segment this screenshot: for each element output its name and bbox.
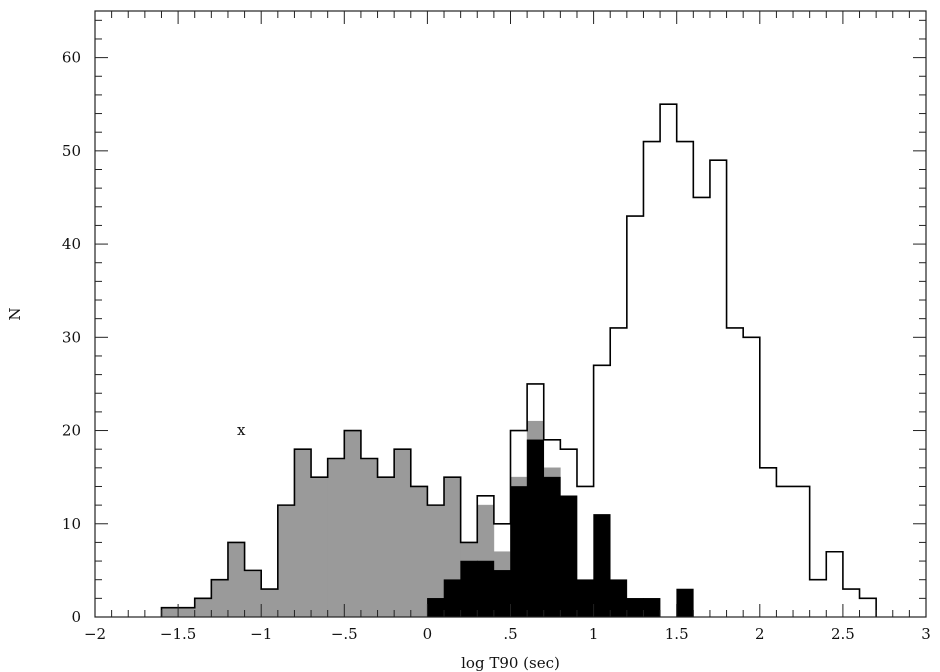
x-tick-label: 0 (423, 625, 433, 643)
black-bar (493, 570, 511, 618)
black-bar (676, 588, 694, 618)
x-tick-label: 3 (921, 625, 931, 643)
axis-ticks (94, 11, 927, 618)
black-bar (593, 514, 611, 618)
outline-histogram-line (160, 103, 877, 617)
y-tick-label: 50 (62, 142, 81, 160)
gray-bar (377, 476, 395, 618)
y-axis-label: N (6, 307, 24, 320)
gray-bar (227, 542, 245, 618)
gray-bar (177, 607, 196, 618)
gray-bar (211, 579, 229, 618)
black-bar (560, 495, 578, 618)
black-bar (476, 560, 495, 618)
x-tick-label: 2 (755, 625, 765, 643)
y-tick-label: 0 (71, 608, 81, 626)
x-tick-label: 1.5 (665, 625, 689, 643)
black-bar (460, 560, 478, 618)
gray-bar (161, 607, 179, 618)
y-tick-label: 60 (62, 49, 81, 67)
y-tick-label: 20 (62, 422, 81, 440)
annotation-label: x (237, 421, 246, 439)
gray-bar (244, 570, 262, 618)
black-bar (626, 598, 644, 618)
black-bar (526, 439, 545, 618)
black-bar (643, 598, 661, 618)
x-tick-label: 1 (589, 625, 599, 643)
x-tick-label: −1 (250, 625, 272, 643)
y-tick-labels: 0 10 20 30 40 50 60 (62, 49, 81, 626)
y-tick-label: 40 (62, 235, 81, 253)
x-tick-label: .5 (503, 625, 517, 643)
black-bar (576, 579, 594, 618)
y-tick-label: 10 (62, 515, 81, 533)
x-axis-label: log T90 (sec) (461, 654, 560, 672)
x-tick-label: −.5 (331, 625, 358, 643)
gray-bar (310, 476, 328, 618)
x-tick-labels: −2 −1.5 −1 −.5 0 .5 1 1.5 2 2.5 3 (84, 625, 931, 643)
black-bar (543, 476, 561, 618)
black-bar (510, 486, 528, 618)
y-tick-label: 30 (62, 328, 81, 346)
gray-bar (410, 486, 428, 618)
gray-bar (360, 458, 378, 618)
annotations: x (237, 421, 246, 439)
gray-bar (343, 430, 362, 618)
black-series (427, 439, 694, 618)
gray-bar (277, 504, 295, 618)
x-tick-label: 2.5 (831, 625, 855, 643)
black-bar (443, 579, 461, 618)
black-bar (427, 598, 445, 618)
outline-series (160, 103, 877, 617)
gray-bar (260, 588, 279, 618)
x-tick-label: −1.5 (160, 625, 196, 643)
gray-bar (194, 598, 212, 618)
black-bar (609, 579, 628, 618)
gray-bar (294, 448, 312, 618)
gray-bar (393, 448, 412, 618)
x-tick-label: −2 (84, 625, 106, 643)
gray-bar (327, 458, 345, 618)
